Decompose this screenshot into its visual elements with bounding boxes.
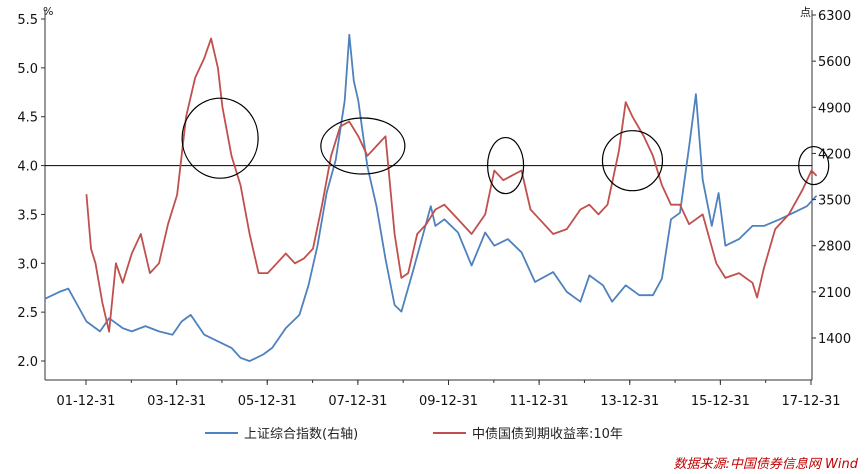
- x-tick-label: 17-12-31: [781, 394, 840, 409]
- legend: 上证综合指数(右轴) 中债国债到期收益率:10年: [205, 426, 623, 442]
- source-note: 数据来源:中国债券信息网 Wind: [674, 456, 859, 472]
- x-tick-label: 13-12-31: [600, 394, 659, 409]
- series-layer: [44, 33, 817, 363]
- x-tick-label: 01-12-31: [56, 394, 115, 409]
- right-y-ticks: 1400 2100 2800 3500 4200 4900 5600 6300: [812, 9, 851, 347]
- series-line-shanghai-index: [44, 33, 817, 363]
- legend-label-shanghai: 上证综合指数(右轴): [244, 427, 358, 442]
- right-tick-label: 3500: [818, 194, 851, 209]
- x-tick-label: 05-12-31: [238, 394, 297, 409]
- right-unit-label: 点: [800, 6, 811, 19]
- plot-frame: [44, 10, 813, 381]
- legend-label-bond-yield: 中债国债到期收益率:10年: [472, 426, 623, 442]
- left-tick-label: 3.5: [17, 208, 38, 223]
- left-tick-label: 4.5: [17, 111, 38, 126]
- left-y-ticks: 2.0 2.5 3.0 3.5 4.0 4.5 5.0 5.5: [17, 13, 45, 370]
- highlight-circle: [181, 97, 259, 179]
- right-tick-label: 2100: [818, 286, 851, 301]
- x-ticks: 01-12-31 03-12-31 05-12-31 07-12-31 09-12-31…: [56, 380, 841, 409]
- circle-markers: [181, 97, 830, 195]
- left-tick-label: 4.0: [17, 160, 38, 175]
- left-unit-label: %: [43, 5, 53, 18]
- highlight-circle: [601, 130, 664, 192]
- left-tick-label: 5.5: [17, 13, 38, 28]
- right-tick-label: 4200: [818, 147, 851, 162]
- right-tick-label: 1400: [818, 332, 851, 347]
- highlight-circle: [486, 136, 525, 195]
- right-tick-label: 5600: [818, 55, 851, 70]
- left-tick-label: 5.0: [17, 62, 38, 77]
- left-tick-label: 3.0: [17, 257, 38, 272]
- left-tick-label: 2.5: [17, 306, 38, 321]
- x-tick-label: 07-12-31: [328, 394, 387, 409]
- left-tick-label: 2.0: [17, 355, 38, 370]
- highlight-circle: [320, 117, 406, 175]
- highlight-circle: [798, 145, 830, 186]
- right-tick-label: 4900: [818, 101, 851, 116]
- x-tick-label: 15-12-31: [691, 394, 750, 409]
- x-tick-label: 09-12-31: [419, 394, 478, 409]
- right-tick-label: 2800: [818, 240, 851, 255]
- series-line-10y-bond-yield: [85, 37, 817, 333]
- x-tick-label: 11-12-31: [510, 394, 569, 409]
- x-tick-label: 03-12-31: [147, 394, 206, 409]
- right-tick-label: 6300: [818, 9, 851, 24]
